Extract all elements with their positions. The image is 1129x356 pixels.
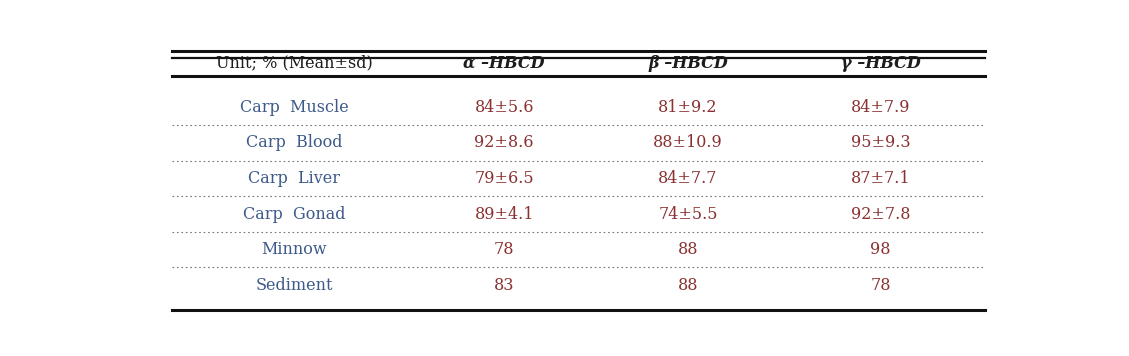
Text: Unit; % (Mean±sd): Unit; % (Mean±sd) xyxy=(216,55,373,72)
Text: 79±6.5: 79±6.5 xyxy=(474,170,534,187)
Text: Minnow: Minnow xyxy=(262,241,327,258)
Text: 84±5.6: 84±5.6 xyxy=(474,99,534,116)
Text: 81±9.2: 81±9.2 xyxy=(658,99,718,116)
Text: β –HBCD: β –HBCD xyxy=(648,55,728,72)
Text: 89±4.1: 89±4.1 xyxy=(474,205,534,222)
Text: Carp  Liver: Carp Liver xyxy=(248,170,340,187)
Text: 88: 88 xyxy=(677,241,698,258)
Text: 74±5.5: 74±5.5 xyxy=(658,205,718,222)
Text: 88: 88 xyxy=(677,277,698,294)
Text: 88±10.9: 88±10.9 xyxy=(653,134,723,151)
Text: 84±7.7: 84±7.7 xyxy=(658,170,718,187)
Text: Carp  Muscle: Carp Muscle xyxy=(239,99,349,116)
Text: 78: 78 xyxy=(495,241,515,258)
Text: 92±7.8: 92±7.8 xyxy=(851,205,910,222)
Text: 83: 83 xyxy=(495,277,515,294)
Text: γ –HBCD: γ –HBCD xyxy=(841,55,920,72)
Text: 84±7.9: 84±7.9 xyxy=(851,99,910,116)
Text: 87±7.1: 87±7.1 xyxy=(850,170,910,187)
Text: 98: 98 xyxy=(870,241,891,258)
Text: 78: 78 xyxy=(870,277,891,294)
Text: Carp  Gonad: Carp Gonad xyxy=(243,205,345,222)
Text: Sediment: Sediment xyxy=(255,277,333,294)
Text: 92±8.6: 92±8.6 xyxy=(474,134,534,151)
Text: α –HBCD: α –HBCD xyxy=(464,55,545,72)
Text: Carp  Blood: Carp Blood xyxy=(246,134,342,151)
Text: 95±9.3: 95±9.3 xyxy=(850,134,910,151)
